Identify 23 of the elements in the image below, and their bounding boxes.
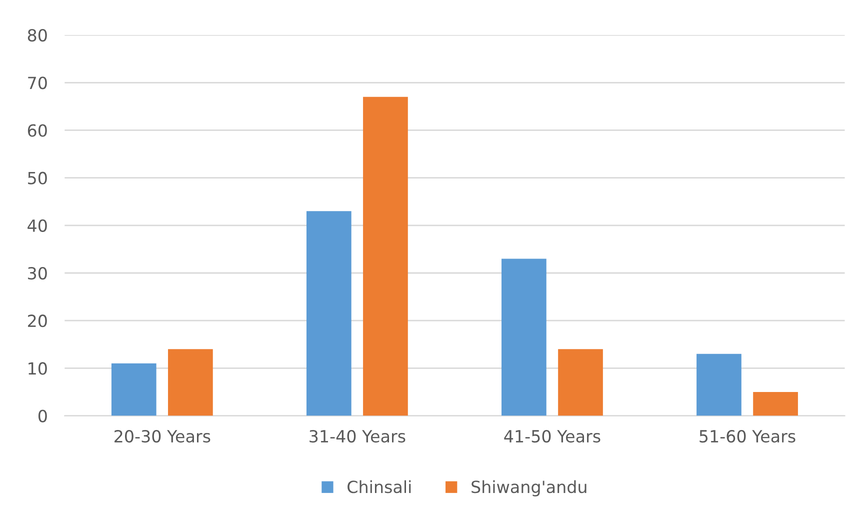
y-tick-label: 10 — [28, 362, 47, 375]
bar — [696, 354, 742, 416]
bar — [111, 363, 156, 416]
y-tick-label: 70 — [28, 76, 47, 90]
x-tick-label: 41-50 Years — [504, 430, 600, 443]
legend-label: Chinsali — [348, 480, 411, 494]
y-tick-label: 60 — [28, 124, 47, 137]
y-tick-label: 30 — [28, 266, 47, 280]
y-tick-label: 0 — [38, 410, 47, 422]
y-tick-label: 50 — [28, 172, 47, 184]
y-tick-label: 80 — [28, 29, 47, 42]
bar — [363, 96, 408, 416]
bar — [168, 349, 213, 416]
y-tick-label: 40 — [28, 219, 47, 232]
x-tick-label: 31-40 Years — [310, 430, 406, 443]
x-tick-label: 20-30 Years — [114, 430, 210, 443]
bar — [306, 211, 352, 416]
legend-label: Shiwang'andu — [472, 480, 586, 496]
y-tick-label: 20 — [28, 314, 47, 328]
x-tick-label: 51-60 Years — [700, 430, 796, 443]
bar — [558, 349, 603, 416]
bar — [502, 258, 546, 416]
bar — [753, 392, 798, 416]
